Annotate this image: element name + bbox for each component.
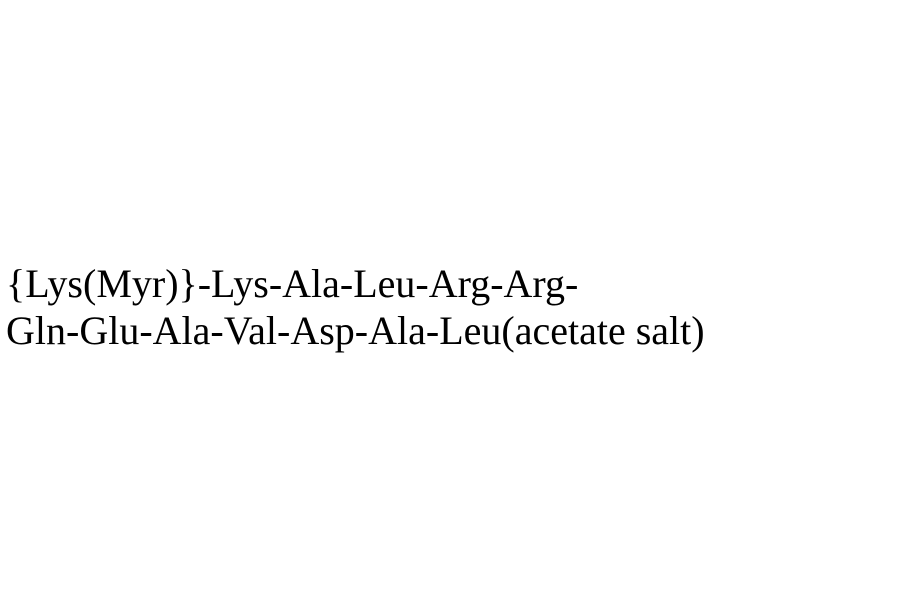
document-page: {Lys(Myr)}-Lys-Ala-Leu-Arg-Arg- Gln-Glu-… — [0, 0, 899, 608]
peptide-sequence-text: {Lys(Myr)}-Lys-Ala-Leu-Arg-Arg- Gln-Glu-… — [0, 260, 899, 354]
peptide-sequence-line1: {Lys(Myr)}-Lys-Ala-Leu-Arg-Arg- — [6, 261, 578, 306]
peptide-sequence-line2: Gln-Glu-Ala-Val-Asp-Ala-Leu(acetate salt… — [6, 308, 705, 353]
